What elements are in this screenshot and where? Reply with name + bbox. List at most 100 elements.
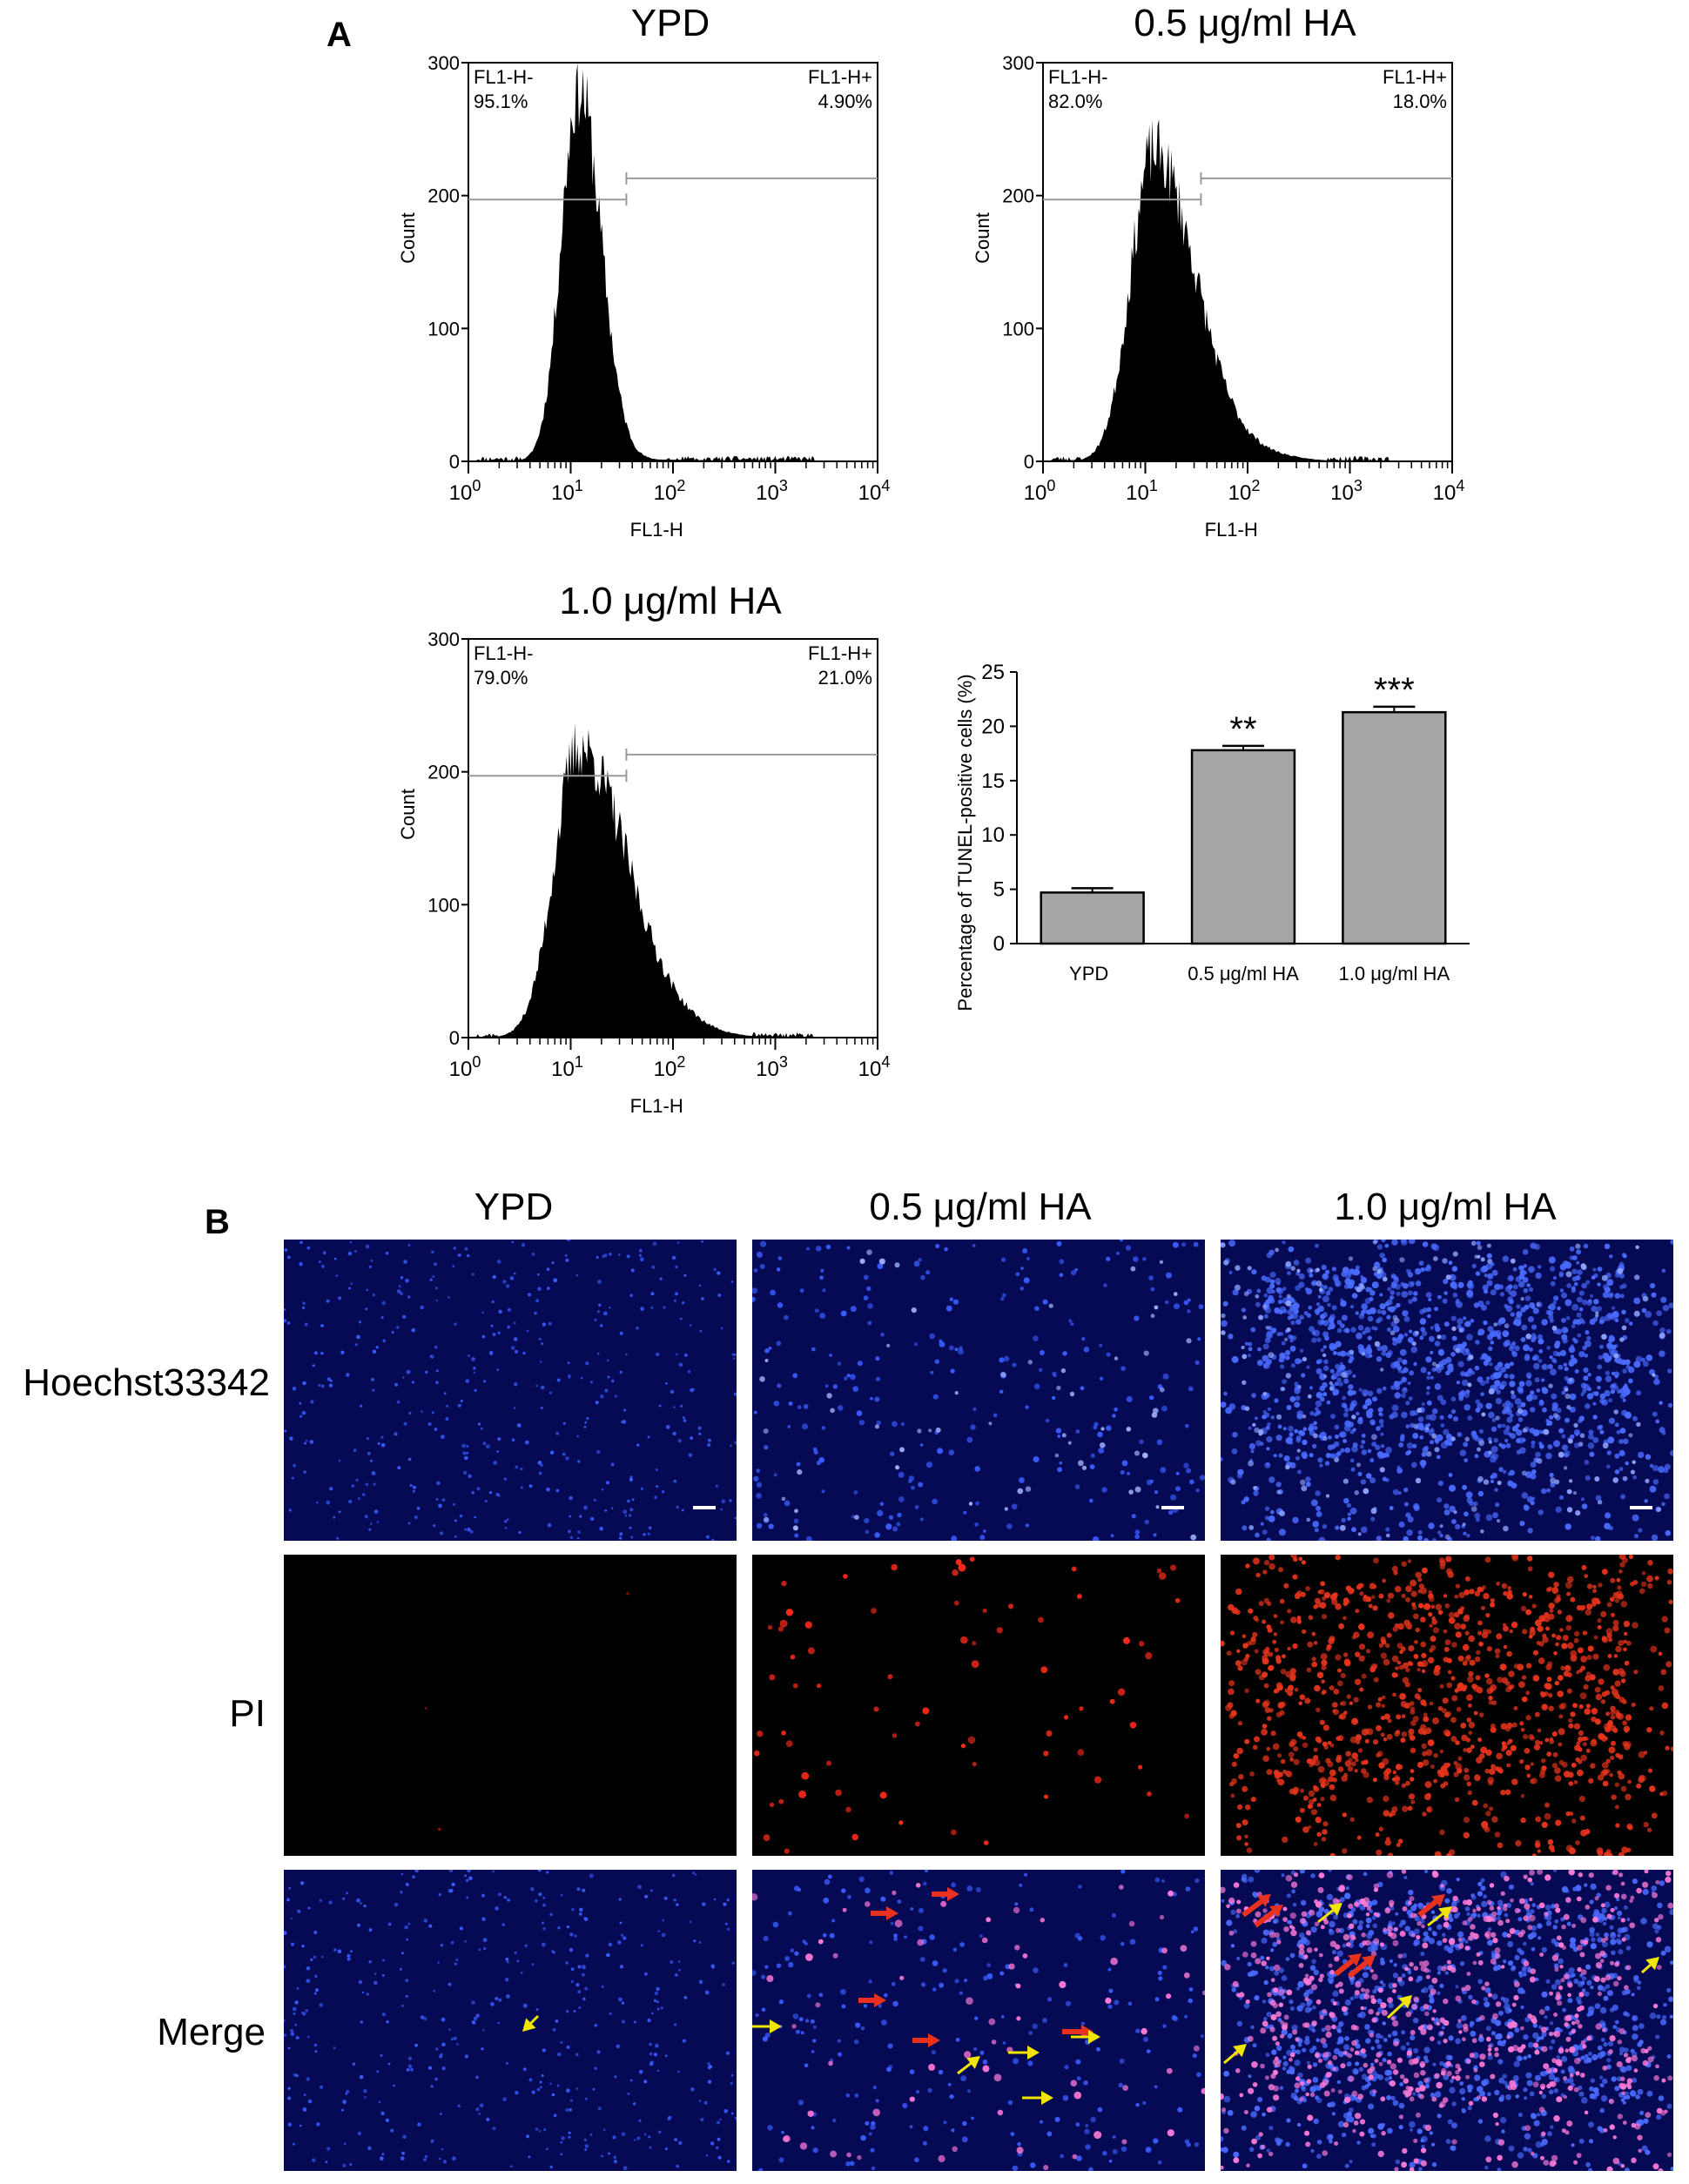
- y-tick-label: 10: [981, 823, 1005, 847]
- gate-left-label: FL1-H-: [474, 66, 533, 88]
- y-tick-label: 200: [1002, 185, 1034, 207]
- x-tick-label: 103: [756, 477, 788, 505]
- gate-right-percent: 18.0%: [1393, 91, 1447, 112]
- micrograph-background: [752, 1870, 1205, 2171]
- scale-bar: [693, 1506, 716, 1509]
- micro-col-title-05ha: 0.5 μg/ml HA: [869, 1186, 1092, 1228]
- micro-row-label-merge: Merge: [157, 2011, 266, 2053]
- yellow-arrow: [1386, 1995, 1412, 2019]
- x-tick-label: 101: [1126, 477, 1158, 505]
- red-arrow: [1062, 2025, 1093, 2039]
- gate-left-percent: 79.0%: [474, 667, 528, 689]
- y-tick-label: 25: [981, 661, 1005, 684]
- micrograph-pi-ypd: [284, 1555, 737, 1856]
- y-axis-label: Count: [397, 212, 419, 264]
- gate-right-label: FL1-H+: [1383, 66, 1447, 88]
- yellow-arrow: [957, 2056, 980, 2075]
- micrograph-background: [284, 1555, 737, 1856]
- micro-row-label-pi: PI: [229, 1692, 266, 1735]
- x-tick-label: 101: [551, 477, 583, 505]
- micrograph-hoechst-10ha: [1221, 1240, 1673, 1541]
- red-arrow: [1334, 1953, 1362, 1977]
- y-tick-label: 0: [449, 451, 460, 473]
- yellow-arrow: [1640, 1957, 1659, 1974]
- x-axis-label: FL1-H: [630, 1095, 683, 1117]
- x-tick-label: 103: [1330, 477, 1363, 505]
- y-axis-label: Count: [397, 789, 419, 840]
- y-tick-label: 15: [981, 769, 1005, 793]
- hoechst-cells: [284, 1240, 737, 1541]
- histogram-title-10ha: 1.0 μg/ml HA: [559, 580, 782, 622]
- merge-cells: [752, 1870, 1204, 2171]
- x-tick-label: 101: [551, 1053, 583, 1081]
- y-tick-label: 100: [427, 318, 460, 339]
- gate-right-percent: 4.90%: [818, 91, 872, 112]
- histogram-10ha: FL1-H- 79.0% FL1-H+ 21.0% 0 100 200 300 100 101 10…: [397, 628, 891, 1117]
- gate-right-label: FL1-H+: [808, 66, 872, 88]
- y-axis-label: Percentage of TUNEL-positive cells (%): [954, 674, 976, 1011]
- red-arrow: [1417, 1894, 1445, 1918]
- y-tick-label: 0: [449, 1027, 460, 1049]
- y-tick-label: 300: [427, 628, 460, 650]
- bar: [1342, 710, 1447, 945]
- micrograph-background: [752, 1555, 1205, 1856]
- yellow-arrow: [1317, 1903, 1342, 1924]
- plot-frame: [1042, 62, 1453, 462]
- red-arrow: [1242, 1894, 1271, 1918]
- x-tick-label: 104: [858, 1053, 891, 1081]
- pi-cells: [424, 1591, 629, 1831]
- x-axis-label: FL1-H: [1205, 519, 1258, 541]
- x-tick-label: 104: [1433, 477, 1465, 505]
- y-tick-label: 200: [427, 762, 460, 783]
- micrograph-merge-ypd: [284, 1870, 737, 2171]
- merge-pi-cells: [752, 1883, 1205, 2171]
- red-arrow: [912, 2033, 940, 2047]
- y-tick-label: 20: [981, 715, 1005, 738]
- histogram-ypd: FL1-H- 95.1% FL1-H+ 4.90% 0 100 200 300 100 101 10…: [397, 52, 891, 541]
- micrograph-background: [1221, 1555, 1673, 1856]
- category-label: YPD: [1069, 963, 1108, 984]
- pi-cells: [1221, 1555, 1673, 1856]
- category-label: 1.0 μg/ml HA: [1339, 963, 1450, 984]
- micrograph-hoechst-05ha: [752, 1240, 1205, 1541]
- y-tick-label: 200: [427, 185, 460, 207]
- y-tick-label: 5: [993, 878, 1005, 902]
- y-axis-label: Count: [972, 212, 993, 264]
- x-tick-label: 103: [756, 1053, 788, 1081]
- x-tick-label: 100: [1024, 477, 1056, 505]
- panel-b-letter: B: [205, 1203, 230, 1241]
- yellow-arrow: [1427, 1906, 1452, 1927]
- gate-left-label: FL1-H-: [474, 642, 533, 664]
- x-tick-label: 104: [858, 477, 891, 505]
- pi-cells: [754, 1556, 1190, 1854]
- bar: [1190, 749, 1296, 945]
- plot-frame: [468, 62, 878, 462]
- red-arrow: [871, 1906, 898, 1920]
- y-tick-label: 300: [427, 52, 460, 74]
- x-tick-label: 100: [449, 477, 481, 505]
- y-tick-label: 100: [427, 894, 460, 916]
- y-tick-label: 0: [1024, 451, 1034, 473]
- micrograph-background: [284, 1870, 737, 2171]
- x-tick-label: 102: [1228, 477, 1261, 505]
- yellow-arrow: [1223, 2044, 1247, 2065]
- micrograph-background: [284, 1240, 737, 1541]
- yellow-arrow: [1022, 2091, 1053, 2105]
- merge-pi-cells: [1221, 1870, 1673, 2171]
- micro-col-title-ypd: YPD: [474, 1186, 554, 1228]
- y-tick-label: 300: [1002, 52, 1034, 74]
- x-tick-label: 102: [654, 477, 686, 505]
- micrograph-pi-10ha: [1221, 1555, 1673, 1856]
- red-arrow: [932, 1887, 959, 1901]
- y-tick-label: 100: [1002, 318, 1034, 339]
- gate-left-percent: 82.0%: [1048, 91, 1102, 112]
- red-arrow: [858, 1993, 886, 2007]
- micrograph-background: [752, 1240, 1205, 1541]
- bar: [1040, 891, 1145, 945]
- merge-cells: [284, 1870, 737, 2170]
- micrograph-merge-05ha: [752, 1870, 1205, 2171]
- histogram-area: [468, 63, 878, 461]
- micrograph-pi-05ha: [752, 1555, 1205, 1856]
- yellow-arrow: [752, 2019, 782, 2033]
- plot-frame: [468, 638, 878, 1038]
